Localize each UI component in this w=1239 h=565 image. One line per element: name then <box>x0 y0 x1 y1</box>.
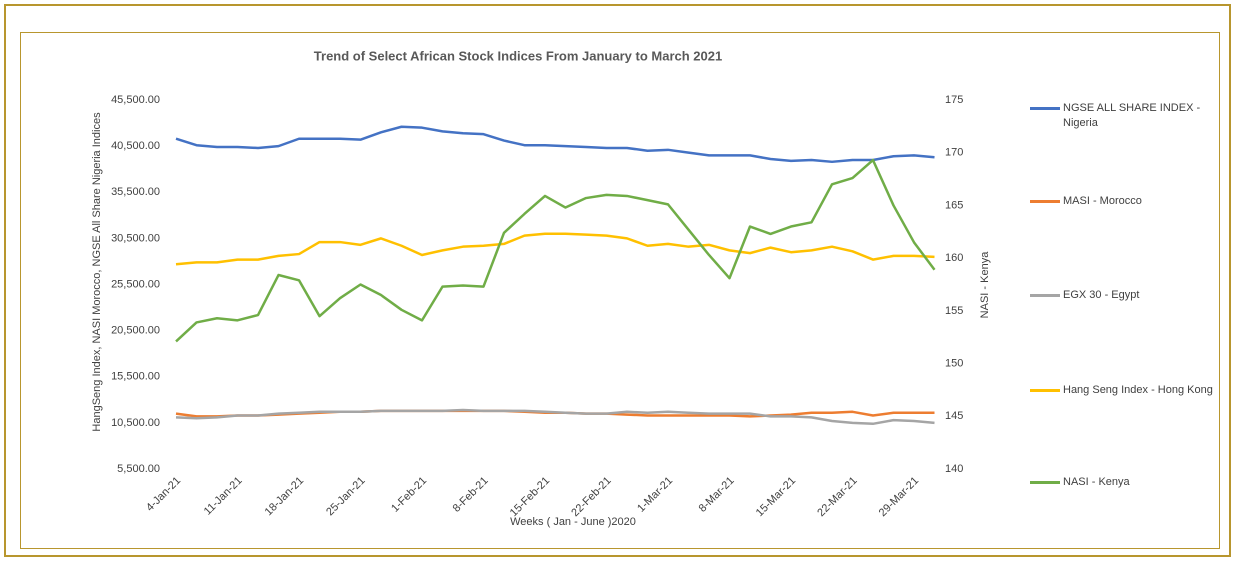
y2-tick-label: 175 <box>945 94 963 106</box>
series-line <box>175 158 936 343</box>
y-tick-label: 15,500.00 <box>111 371 160 383</box>
legend-item: MASI - Morocco <box>1030 194 1215 209</box>
legend-label: NASI - Kenya <box>1063 476 1130 488</box>
x-tick-label: 8-Feb-21 <box>451 475 491 515</box>
y2-tick-label: 155 <box>945 305 963 317</box>
series-line <box>175 408 935 426</box>
x-tick-label: 25-Jan-21 <box>324 475 368 519</box>
y-tick-label: 35,500.00 <box>111 186 160 198</box>
y2-tick-label: 170 <box>945 147 963 159</box>
x-tick-label: 18-Jan-21 <box>263 475 307 519</box>
x-tick-label: 15-Mar-21 <box>754 475 798 519</box>
chart-frame <box>20 32 1220 549</box>
y-tick-label: 45,500.00 <box>111 94 160 106</box>
y-tick-label: 30,500.00 <box>111 232 160 244</box>
y2-tick-label: 145 <box>945 410 963 422</box>
outer-frame <box>4 4 1231 557</box>
y2-tick-label: 165 <box>945 199 963 211</box>
y2-tick-label: 140 <box>945 463 963 475</box>
legend-item: EGX 30 - Egypt <box>1030 288 1215 303</box>
legend-swatch <box>1030 200 1060 203</box>
series-line <box>175 125 935 164</box>
x-tick-label: 1-Feb-21 <box>389 475 429 515</box>
legend-item: NASI - Kenya <box>1030 475 1215 490</box>
y-tick-label: 5,500.00 <box>117 463 160 475</box>
legend-swatch <box>1030 481 1060 484</box>
y2-tick-label: 160 <box>945 252 963 264</box>
legend-label: EGX 30 - Egypt <box>1063 289 1140 301</box>
legend-swatch <box>1030 294 1060 297</box>
legend-swatch <box>1030 107 1060 110</box>
x-tick-label: 4-Jan-21 <box>144 475 183 514</box>
x-tick-label: 29-Mar-21 <box>877 475 921 519</box>
legend-item: Hang Seng Index - Hong Kong <box>1030 383 1215 398</box>
y2-axis-title: NASI - Kenya <box>979 251 991 319</box>
y-tick-label: 10,500.00 <box>111 417 160 429</box>
chart-title: Trend of Select African Stock Indices Fr… <box>314 48 722 63</box>
series-line <box>175 232 935 266</box>
legend-label: NGSE ALL SHARE INDEX - Nigeria <box>1063 102 1201 129</box>
legend-label: Hang Seng Index - Hong Kong <box>1063 384 1213 396</box>
x-tick-label: 22-Mar-21 <box>815 475 859 519</box>
x-tick-label: 8-Mar-21 <box>697 475 737 515</box>
y-tick-label: 25,500.00 <box>111 278 160 290</box>
y2-tick-label: 150 <box>945 357 963 369</box>
x-tick-label: 11-Jan-21 <box>202 475 245 518</box>
x-axis-title: Weeks ( Jan - June )2020 <box>510 516 636 528</box>
x-tick-label: 15-Feb-21 <box>508 475 552 519</box>
y-tick-label: 40,500.00 <box>111 140 160 152</box>
legend-label: MASI - Morocco <box>1063 195 1142 207</box>
legend-swatch <box>1030 389 1060 392</box>
y-tick-label: 20,500.00 <box>111 325 160 337</box>
x-tick-label: 22-Feb-21 <box>569 475 613 519</box>
x-tick-label: 1-Mar-21 <box>635 475 675 515</box>
y-axis-title: HangSeng Index, NASI Morocco, NGSE All S… <box>91 112 103 432</box>
legend-item: NGSE ALL SHARE INDEX - Nigeria <box>1030 101 1215 131</box>
